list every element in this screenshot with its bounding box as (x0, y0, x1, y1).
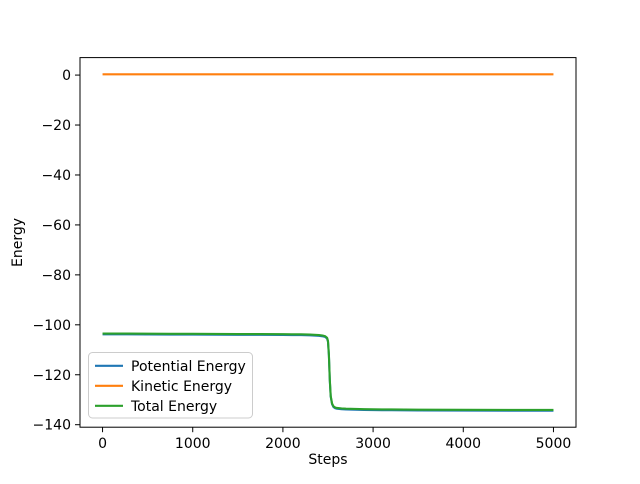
legend-label-kinetic-energy: Kinetic Energy (131, 379, 232, 395)
x-axis-label: Steps (308, 452, 347, 468)
y-tick-label: −40 (41, 168, 71, 184)
x-tick-label: 5000 (536, 436, 572, 452)
y-tick-label: 0 (62, 68, 71, 84)
x-tick-label: 4000 (445, 436, 481, 452)
series-line-total-energy (102, 332, 554, 412)
legend-box (88, 352, 253, 419)
legend: Potential Energy Kinetic Energy Total Ener… (88, 352, 253, 419)
x-tick-label: 1000 (175, 436, 211, 452)
y-tick-label: −100 (33, 318, 71, 334)
x-tick-label: 2000 (265, 436, 301, 452)
y-tick-label: −80 (41, 268, 71, 284)
plot-area: 0 1000 2000 3000 4000 5000 0 −20 −40 −60 −80 −100 −1… (33, 57, 577, 452)
y-tick-label: −20 (41, 118, 71, 134)
y-tick-label: −140 (33, 418, 71, 434)
legend-label-potential-energy: Potential Energy (131, 359, 246, 375)
y-tick-label: −60 (41, 218, 71, 234)
y-axis-label: Energy (10, 218, 26, 267)
x-tick-label: 0 (98, 436, 107, 452)
legend-label-total-energy: Total Energy (130, 399, 217, 415)
y-tick-label: −120 (33, 368, 71, 384)
plot-frame (79, 57, 577, 428)
x-tick-label: 3000 (355, 436, 391, 452)
